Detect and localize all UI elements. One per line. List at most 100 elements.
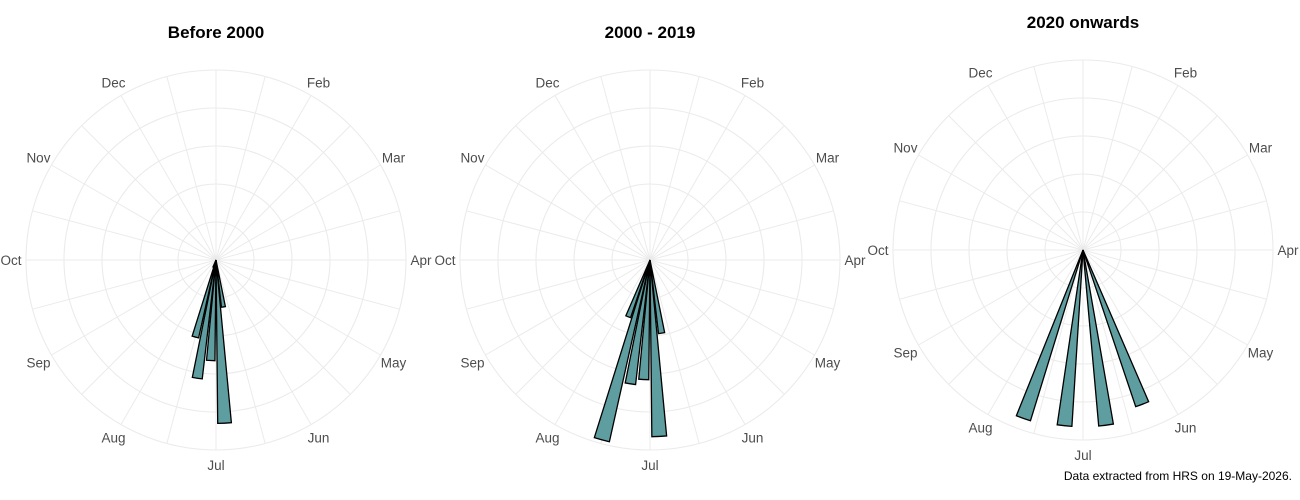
data-source-caption: Data extracted from HRS on 19-May-2026. (1063, 469, 1292, 483)
grid-spoke (466, 259, 651, 310)
month-label-aug: Aug (101, 431, 125, 446)
month-label-oct: Oct (0, 253, 21, 268)
rose-bar-5 (624, 259, 651, 319)
rose-bar-5 (212, 259, 217, 269)
month-label-dec: Dec (535, 75, 559, 90)
month-label-jul: Jul (207, 458, 224, 473)
month-label-dec: Dec (101, 75, 125, 90)
month-label-apr: Apr (410, 253, 432, 268)
month-label-dec: Dec (968, 65, 992, 80)
month-label-jul: Jul (1074, 448, 1091, 463)
grid-spoke (899, 200, 1084, 251)
month-label-jun: Jun (742, 431, 764, 446)
grid-spoke (215, 259, 381, 356)
grid-spoke (32, 259, 217, 310)
month-label-mar: Mar (1249, 141, 1273, 156)
month-label-feb: Feb (741, 75, 764, 90)
month-label-nov: Nov (460, 151, 484, 166)
rose-bar-3 (191, 259, 217, 380)
rose-bar-1 (649, 259, 668, 438)
month-label-jun: Jun (308, 431, 330, 446)
panel-2020-onwards: 2020 onwards Feb Mar Apr May Jun Jul Aug Sep Oct… (867, 13, 1299, 463)
month-label-aug: Aug (968, 421, 992, 436)
grid-spoke (649, 259, 746, 425)
grid-spoke (649, 259, 700, 444)
rose-bar-4 (191, 259, 217, 339)
grid-spoke (1082, 154, 1248, 251)
month-label-may: May (381, 356, 407, 371)
grid-spoke (649, 259, 815, 356)
grid-spoke (51, 259, 217, 356)
month-label-aug: Aug (535, 431, 559, 446)
grid-spoke (554, 95, 651, 261)
grid-spoke (899, 249, 1084, 300)
grid-spoke (215, 259, 312, 425)
month-label-apr: Apr (1277, 243, 1299, 258)
panel-title: 2020 onwards (1027, 13, 1139, 32)
grid-spoke (918, 249, 1084, 346)
month-label-sep: Sep (26, 356, 50, 371)
month-label-feb: Feb (307, 75, 330, 90)
month-label-oct: Oct (434, 253, 455, 268)
month-label-may: May (1248, 346, 1274, 361)
grid-spoke (166, 76, 217, 261)
grid-spoke (51, 164, 217, 261)
grid-spoke (215, 125, 351, 261)
month-label-nov: Nov (893, 141, 917, 156)
month-label-sep: Sep (460, 356, 484, 371)
grid-spoke (1082, 249, 1133, 434)
rose-bar-4 (593, 259, 651, 443)
rose-bar-0 (1082, 249, 1150, 408)
rose-bar-1 (1082, 249, 1115, 427)
month-label-apr: Apr (844, 253, 866, 268)
month-label-jun: Jun (1175, 421, 1197, 436)
grid-spoke (649, 95, 746, 261)
grid-spoke (1082, 200, 1267, 251)
grid-spoke (948, 249, 1084, 385)
rose-bar-0 (649, 259, 666, 335)
grid-spoke (215, 164, 381, 261)
grid-spoke (215, 76, 266, 261)
rose-bar-3 (1015, 249, 1084, 422)
grid-spoke (485, 164, 651, 261)
grid-spoke (948, 115, 1084, 251)
grid-spoke (1033, 249, 1084, 434)
grid-spoke (649, 76, 700, 261)
grid-spoke (485, 259, 651, 356)
grid-spoke (215, 259, 400, 310)
panel-before-2000: Before 2000 Feb Mar Apr May Jun Jul Aug Sep Oct N… (0, 23, 432, 473)
grid-spoke (215, 259, 266, 444)
month-label-mar: Mar (816, 151, 840, 166)
grid-spoke (120, 259, 217, 425)
month-label-oct: Oct (867, 243, 888, 258)
grid-spoke (649, 259, 785, 395)
grid-spoke (1082, 249, 1218, 385)
grid-spoke (554, 259, 651, 425)
grid-spoke (120, 95, 217, 261)
grid-spoke (32, 210, 217, 261)
panel-title: 2000 - 2019 (605, 23, 696, 42)
grid-spoke (1082, 249, 1248, 346)
grid-spoke (1033, 66, 1084, 251)
panel-2000-2019: 2000 - 2019 Feb Mar Apr May Jun Jul Aug Sep Oct N… (434, 23, 866, 473)
grid-spoke (649, 210, 834, 261)
month-label-nov: Nov (26, 151, 50, 166)
rose-bar-3 (624, 259, 651, 386)
grid-spoke (649, 164, 815, 261)
grid-spoke (1082, 249, 1267, 300)
grid-spoke (600, 76, 651, 261)
month-label-jul: Jul (641, 458, 658, 473)
month-label-feb: Feb (1174, 65, 1197, 80)
grid-spoke (1082, 85, 1179, 251)
grid-spoke (987, 249, 1084, 415)
grid-spoke (81, 125, 217, 261)
grid-spoke (918, 154, 1084, 251)
rose-bar-1 (215, 259, 233, 425)
grid-spoke (649, 125, 785, 261)
grid-spoke (81, 259, 217, 395)
month-label-mar: Mar (382, 151, 406, 166)
grid-spoke (215, 95, 312, 261)
grid-spoke (215, 259, 351, 395)
grid-spoke (466, 210, 651, 261)
